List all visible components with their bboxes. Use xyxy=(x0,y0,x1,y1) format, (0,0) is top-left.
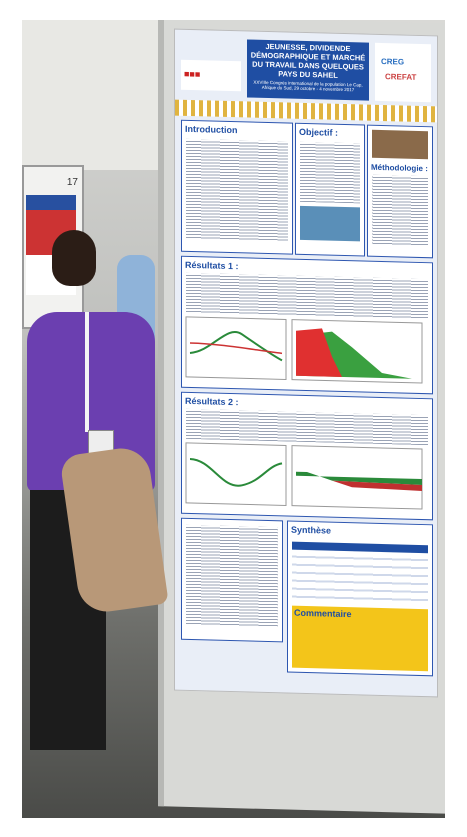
chart-thumbnails xyxy=(185,442,423,510)
text-block xyxy=(186,138,288,242)
chart-area xyxy=(332,480,422,492)
chart-frame xyxy=(185,316,287,380)
text-block xyxy=(300,141,360,204)
head xyxy=(52,230,96,286)
chart-frame xyxy=(185,442,287,506)
poster: ■■■ JEUNESSE, DIVIDENDE DÉMOGRAPHIQUE ET… xyxy=(174,28,438,698)
section-heading: Méthodologie : xyxy=(371,162,428,174)
text-block xyxy=(186,272,428,320)
logo-mark: ■■■ xyxy=(184,68,201,80)
section-heading: Commentaire xyxy=(294,607,352,620)
photo-inset xyxy=(300,205,360,242)
comment-box: Commentaire xyxy=(292,605,428,672)
text-block xyxy=(186,524,278,628)
section-objective: Objectif : xyxy=(295,122,365,257)
section-heading: Introduction xyxy=(185,123,238,136)
logo: ■■■ xyxy=(181,59,241,92)
section-methodology: Méthodologie : xyxy=(367,124,433,259)
section-heading: Synthèse xyxy=(291,524,332,536)
sponsors: CREG CREFAT xyxy=(375,42,431,103)
decor-band xyxy=(175,99,437,123)
section-conclusion xyxy=(181,517,283,643)
text-block xyxy=(372,174,428,247)
chart-area xyxy=(296,471,422,486)
chart-line xyxy=(189,331,283,362)
chart-line xyxy=(189,457,283,487)
chart-thumbnails xyxy=(185,316,423,384)
lanyard xyxy=(85,312,89,432)
poster-title: JEUNESSE, DIVIDENDE DÉMOGRAPHIQUE ET MAR… xyxy=(250,41,366,80)
section-results2: Résultats 2 : xyxy=(181,391,433,521)
title-block: JEUNESSE, DIVIDENDE DÉMOGRAPHIQUE ET MAR… xyxy=(247,39,369,101)
chart-line xyxy=(189,342,283,355)
section-synthesis: Synthèse Commentaire xyxy=(287,520,433,677)
poster-subtitle: XXVIIIe Congrès international de la popu… xyxy=(253,79,363,93)
sponsor: CREFAT xyxy=(385,72,417,82)
sign-number: 17 xyxy=(66,177,78,188)
photo: 17 ■■■ JEUNESSE, DIVIDENDE DÉMOGRAPHIQUE… xyxy=(22,20,445,818)
section-heading: Objectif : xyxy=(299,126,339,138)
table-thumbnail xyxy=(292,541,428,604)
sponsor: CREG xyxy=(381,56,405,67)
section-results1: Résultats 1 : xyxy=(181,255,433,395)
photo-inset xyxy=(372,129,428,160)
section-introduction: Introduction xyxy=(181,119,293,255)
ceiling xyxy=(22,20,172,170)
chart-area xyxy=(296,328,342,377)
